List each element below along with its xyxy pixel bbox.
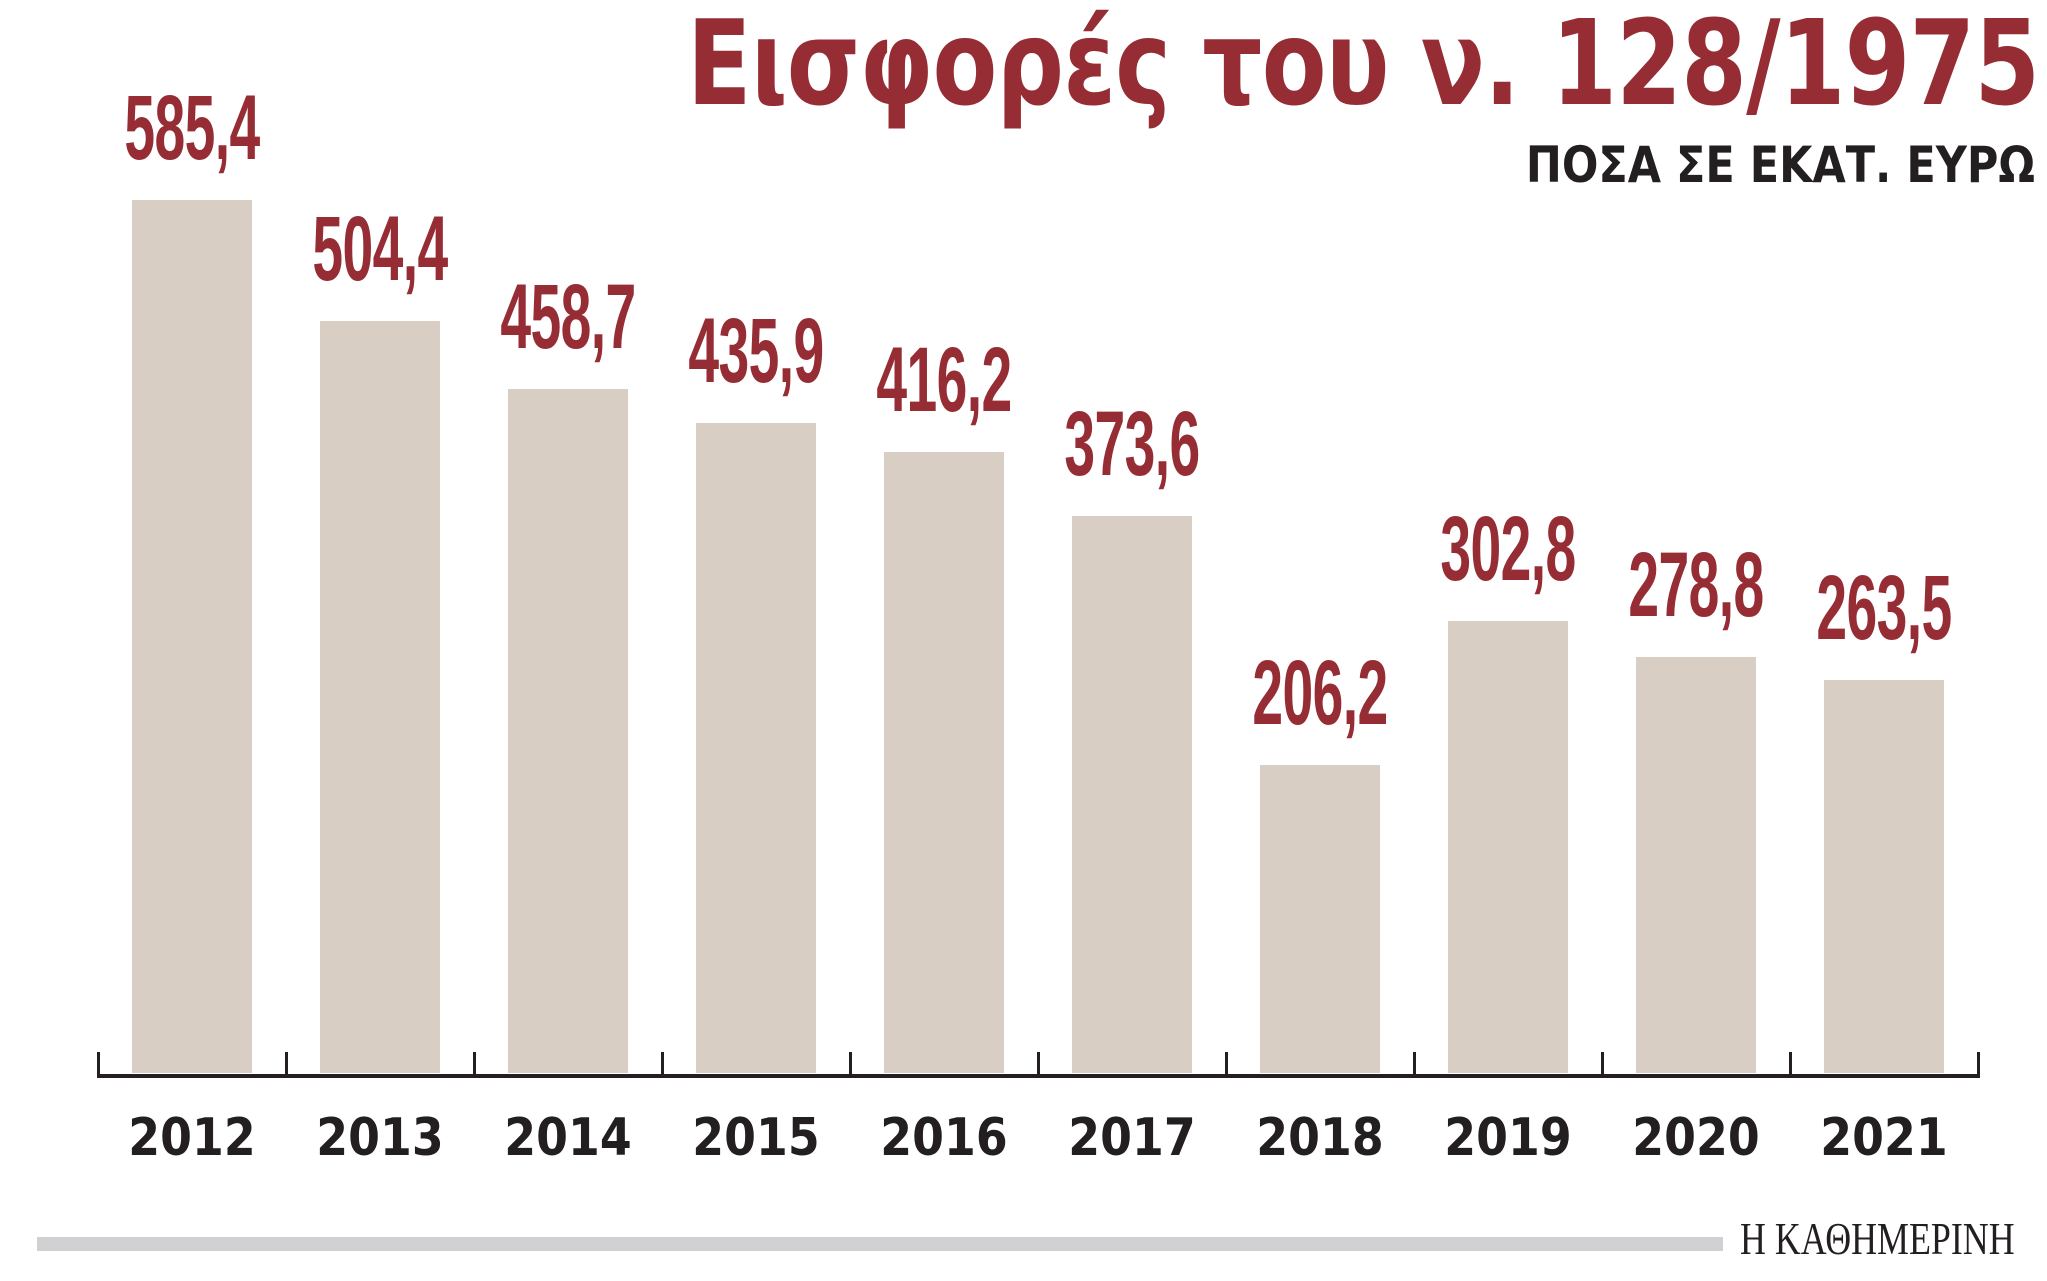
value-label: 373,6 [1064,392,1200,495]
x-axis-label: 2014 [504,1108,632,1168]
bar-2018 [1260,765,1380,1073]
x-axis-tick [1225,1052,1228,1078]
chart-title: Εισφορές του ν. 128/1975 [686,0,2040,132]
x-axis-label: 2017 [1068,1108,1196,1168]
x-axis-tick [661,1052,664,1078]
x-axis-tick [97,1052,100,1078]
value-label: 263,5 [1816,557,1952,660]
bar-2020 [1636,657,1756,1073]
x-axis-tick [473,1052,476,1078]
x-axis-label: 2015 [692,1108,820,1168]
bar-2012 [132,200,252,1073]
bar-2017 [1072,515,1192,1073]
x-axis-label: 2020 [1632,1108,1760,1168]
value-label: 416,2 [876,329,1012,432]
x-axis-label: 2018 [1256,1108,1384,1168]
x-axis-tick [285,1052,288,1078]
value-label: 504,4 [312,197,448,300]
x-axis-tick [1789,1052,1792,1078]
x-axis-label: 2019 [1444,1108,1572,1168]
bar-2015 [696,422,816,1073]
x-axis-label: 2013 [316,1108,444,1168]
value-label: 278,8 [1628,534,1764,637]
bar-2019 [1448,621,1568,1073]
x-axis-label: 2021 [1820,1108,1948,1168]
bar-2013 [320,320,440,1073]
bar-2021 [1824,680,1944,1073]
value-label: 435,9 [688,299,824,402]
bar-2016 [884,452,1004,1073]
x-axis-tick [849,1052,852,1078]
x-axis-label: 2016 [880,1108,1008,1168]
x-axis-label: 2012 [128,1108,256,1168]
value-label: 585,4 [124,77,260,179]
x-axis-tick [1413,1052,1416,1078]
x-axis-tick [1601,1052,1604,1078]
bar-2014 [508,388,628,1073]
value-label: 206,2 [1252,642,1388,745]
footer-divider [37,1237,1723,1251]
value-label: 458,7 [500,265,636,368]
publisher-logo: Η ΚΑΘΗΜΕΡΙΝΗ [1740,1213,2015,1264]
x-axis-tick [1977,1052,1980,1078]
x-axis-tick [1037,1052,1040,1078]
value-label: 302,8 [1440,498,1576,601]
chart-subtitle: ΠΟΣΑ ΣΕ ΕΚΑΤ. ΕΥΡΩ [1525,136,2035,194]
